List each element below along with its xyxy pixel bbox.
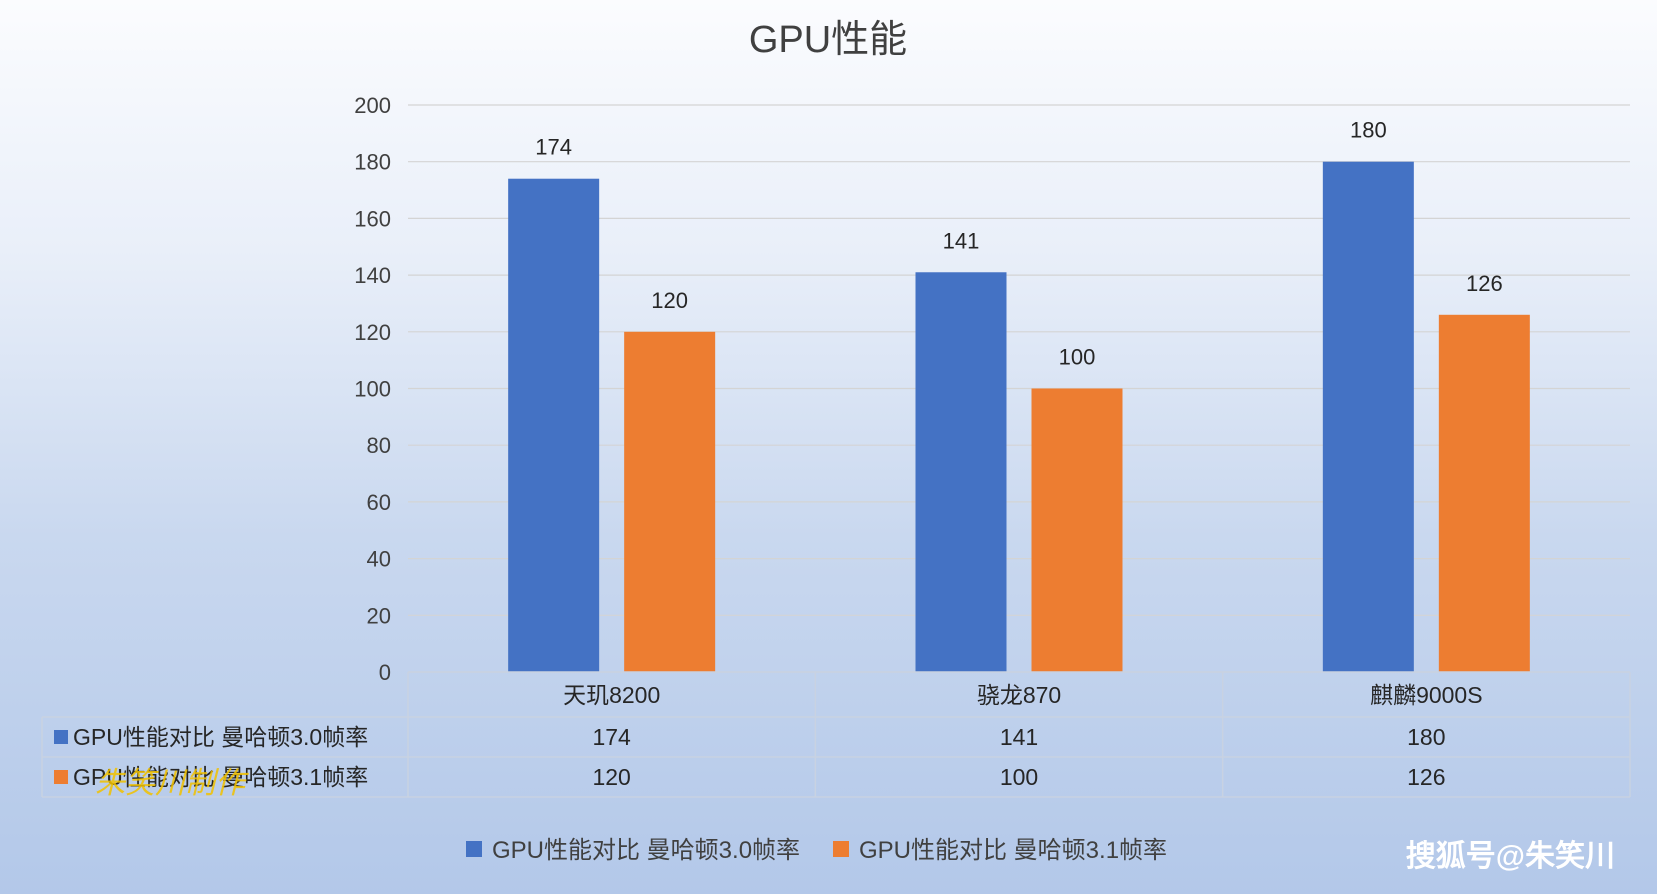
gridlines — [408, 104, 1630, 673]
bar-series-2 — [1438, 314, 1530, 672]
table-series-name: GPU性能对比 曼哈顿3.1帧率 — [73, 764, 368, 790]
legend: GPU性能对比 曼哈顿3.0帧率 GPU性能对比 曼哈顿3.1帧率 — [466, 837, 1167, 864]
y-tick-label: 140 — [354, 263, 391, 288]
y-tick-label: 0 — [379, 660, 391, 685]
bar-series-1 — [1322, 161, 1414, 672]
signature-watermark: 朱笑川制作 — [95, 766, 249, 801]
table-cell-value: 180 — [1407, 724, 1445, 750]
bars — [508, 161, 1530, 672]
legend-label: GPU性能对比 曼哈顿3.0帧率 — [492, 837, 800, 864]
data-label: 174 — [535, 135, 572, 160]
category-label: 骁龙870 — [977, 682, 1061, 708]
y-tick-label: 180 — [354, 150, 391, 175]
table-cell-value: 100 — [1000, 764, 1038, 790]
bar-series-1 — [508, 178, 600, 672]
y-tick-label: 80 — [367, 433, 391, 458]
y-tick-label: 60 — [367, 490, 391, 515]
y-tick-label: 200 — [354, 93, 391, 118]
data-label: 100 — [1059, 345, 1096, 370]
category-label: 麒麟9000S — [1370, 682, 1483, 708]
table-series-name: GPU性能对比 曼哈顿3.0帧率 — [73, 724, 368, 750]
y-tick-label: 120 — [354, 320, 391, 345]
bar-series-1 — [915, 272, 1007, 672]
table-cell-value: 126 — [1407, 764, 1445, 790]
source-watermark: 搜狐号@朱笑川 — [1406, 839, 1615, 873]
data-table: 天玑8200 骁龙870 麒麟9000S GPU性能对比 曼哈顿3.0帧率 174 141… — [41, 671, 1631, 798]
table-legend-key — [54, 770, 68, 784]
data-label: 180 — [1350, 118, 1387, 143]
y-tick-label: 40 — [367, 547, 391, 572]
bar-series-2 — [624, 331, 716, 672]
table-cell-value: 141 — [1000, 724, 1038, 750]
legend-key — [833, 841, 849, 857]
table-legend-key — [54, 730, 68, 744]
table-cell-value: 174 — [592, 724, 631, 750]
y-axis: 0 20 40 60 80 100 120 140 160 180 200 — [354, 93, 391, 685]
legend-label: GPU性能对比 曼哈顿3.1帧率 — [859, 837, 1167, 864]
y-tick-label: 100 — [354, 377, 391, 402]
data-labels: 174 120 141 100 180 126 — [535, 118, 1502, 370]
bar-series-2 — [1031, 388, 1123, 672]
table-cell-value: 120 — [592, 764, 630, 790]
data-label: 120 — [651, 288, 688, 313]
category-label: 天玑8200 — [563, 682, 660, 708]
y-tick-label: 160 — [354, 206, 391, 231]
chart-title: GPU性能 — [749, 19, 907, 61]
y-tick-label: 20 — [367, 603, 391, 628]
legend-key — [466, 841, 482, 857]
data-label: 126 — [1466, 271, 1503, 296]
data-label: 141 — [943, 228, 980, 253]
